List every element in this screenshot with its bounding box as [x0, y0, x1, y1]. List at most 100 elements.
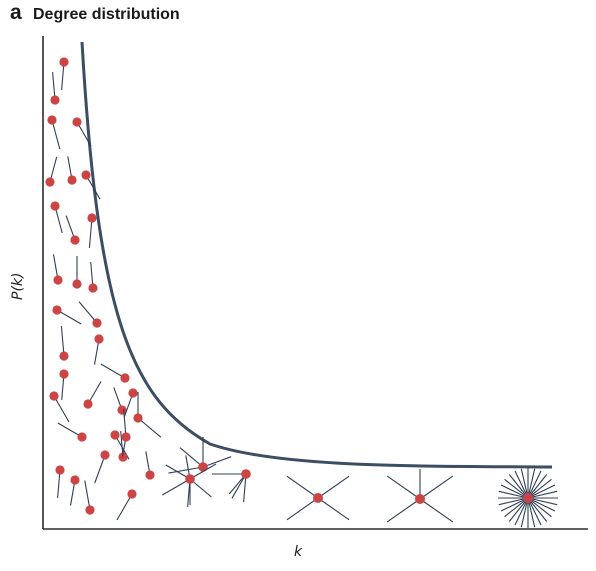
degree-1-node: [57, 422, 87, 442]
edge-line: [189, 463, 217, 480]
node-dot: [77, 432, 87, 442]
node-dot: [87, 213, 97, 223]
hub-node: [386, 469, 454, 523]
node-dot: [83, 399, 93, 409]
edge-line: [53, 395, 70, 423]
network-nodes-group: [45, 57, 558, 528]
edge-line: [100, 363, 126, 379]
edge-line: [168, 466, 204, 474]
node-dot: [110, 430, 120, 440]
node-dot: [53, 275, 63, 285]
node-dot: [313, 493, 323, 503]
edge-line: [386, 498, 421, 523]
edge-line: [504, 497, 529, 518]
node-dot: [47, 115, 57, 125]
node-dot: [45, 177, 55, 187]
degree-1-node: [94, 450, 110, 484]
degree-1-node: [118, 431, 128, 462]
degree-1-node: [93, 334, 104, 365]
node-dot: [100, 450, 110, 460]
edge-line: [508, 474, 529, 499]
edge-line: [85, 174, 101, 200]
edge-line: [51, 119, 61, 150]
x-axis-label: k: [294, 544, 303, 560]
panel-letter: a: [10, 1, 22, 24]
degree-1-node: [59, 326, 69, 361]
node-dot: [49, 391, 59, 401]
node-dot: [92, 318, 102, 328]
edge-line: [504, 478, 529, 499]
degree-1-node: [100, 363, 130, 383]
edge-line: [419, 498, 454, 523]
edge-line: [419, 475, 454, 500]
edge-line: [527, 497, 552, 518]
node-dot: [59, 351, 69, 361]
edge-line: [76, 121, 92, 147]
node-dot: [88, 283, 98, 293]
edge-line: [137, 417, 162, 438]
edge-line: [286, 497, 319, 521]
node-dot: [72, 117, 82, 127]
node-dot: [52, 305, 62, 315]
degree-1-node: [116, 489, 137, 521]
node-dot: [67, 175, 77, 185]
node-dot: [94, 334, 104, 344]
edge-line: [61, 61, 65, 90]
edge-line: [78, 301, 98, 324]
node-dot: [121, 432, 131, 442]
node-dot: [81, 170, 91, 180]
degree-4-node: [168, 437, 232, 474]
degree-1-node: [113, 387, 127, 415]
degree-1-node: [87, 213, 97, 248]
node-dot: [127, 489, 137, 499]
degree-1-node: [65, 215, 80, 245]
edge-line: [116, 493, 133, 521]
node-dot: [133, 413, 143, 423]
degree-1-node: [72, 256, 82, 289]
edge-line: [60, 326, 65, 357]
degree-1-node: [84, 480, 95, 515]
degree-1-node: [88, 262, 98, 293]
node-dot: [59, 369, 69, 379]
edge-line: [508, 497, 529, 522]
degree-1-node: [52, 305, 82, 325]
degree-1-node: [55, 465, 65, 498]
edge-line: [162, 478, 191, 496]
panel-title: Degree distribution: [33, 6, 180, 23]
degree-1-node: [67, 156, 77, 185]
edge-line: [54, 205, 63, 234]
hub-node: [286, 475, 350, 521]
degree-1-node: [52, 254, 63, 285]
edge-line: [317, 497, 350, 521]
degree-1-node: [59, 57, 69, 90]
node-dot: [85, 505, 95, 515]
edge-line: [179, 447, 204, 468]
edge-line: [88, 217, 93, 248]
node-dot: [145, 470, 155, 480]
large-hub-node: [498, 468, 558, 528]
degree-1-node: [78, 301, 102, 328]
degree-distribution-curve: [80, 41, 553, 469]
degree-1-node: [45, 156, 58, 187]
degree-1-node: [81, 170, 101, 200]
degree-1-node: [47, 115, 61, 150]
node-dot: [50, 95, 60, 105]
degree-2-node: [121, 409, 131, 457]
degree-3-node: [212, 469, 251, 502]
node-dot: [55, 465, 65, 475]
node-dot: [120, 373, 130, 383]
degree-1-node: [50, 72, 60, 105]
edge-line: [527, 497, 548, 522]
degree-2-node: [133, 392, 162, 438]
edge-line: [57, 422, 83, 438]
edge-line: [527, 474, 548, 499]
degree-1-node: [83, 381, 102, 409]
node-dot: [50, 201, 60, 211]
edge-line: [386, 475, 421, 500]
degree-6-node: [162, 455, 217, 505]
node-dot: [128, 388, 138, 398]
degree-1-node: [50, 201, 63, 234]
degree-1-node: [72, 117, 92, 147]
edge-line: [202, 456, 232, 468]
